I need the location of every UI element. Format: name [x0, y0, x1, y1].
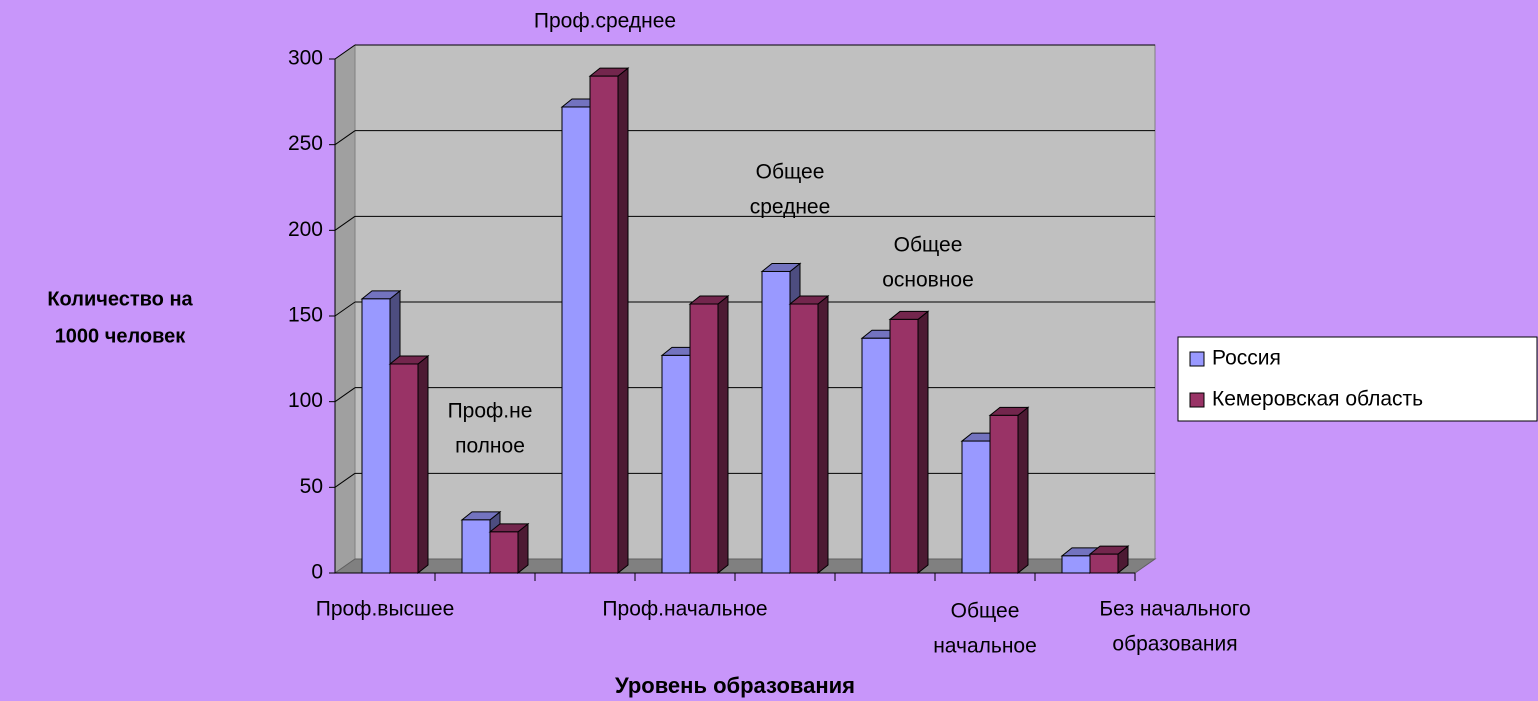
- bar-front: [1061, 555, 1091, 574]
- bar-front: [389, 363, 419, 574]
- y-tick-label: 200: [288, 218, 323, 241]
- category-label: среднее: [750, 196, 831, 219]
- category-label: Без начального: [1099, 598, 1250, 621]
- legend-swatch: [1189, 351, 1205, 367]
- category-label: Общее: [894, 234, 963, 257]
- grid-line: [334, 44, 356, 60]
- category-label: Общее: [951, 600, 1020, 623]
- bar: [1088, 545, 1130, 575]
- bar-front: [689, 303, 719, 574]
- bar-front: [661, 354, 691, 574]
- y-tick-label: 150: [288, 304, 323, 327]
- bar-front: [461, 519, 491, 574]
- category-label: основное: [882, 269, 974, 292]
- bar-front: [889, 318, 919, 574]
- grid-line: [334, 472, 356, 488]
- category-label: Общее: [756, 161, 825, 184]
- bar-front: [961, 440, 991, 574]
- bar-front: [489, 531, 519, 574]
- category-label: образования: [1112, 633, 1237, 656]
- legend-label: Кемеровская область: [1212, 388, 1423, 411]
- y-axis-label: 1000 человек: [55, 325, 187, 347]
- floor: [333, 558, 1157, 574]
- bar-front: [761, 270, 791, 574]
- y-tick-label: 100: [288, 389, 323, 412]
- grid-line: [334, 301, 356, 317]
- category-label: Проф.среднее: [534, 10, 676, 33]
- bar-front: [989, 414, 1019, 574]
- y-tick-label: 300: [288, 47, 323, 70]
- bar-front: [789, 303, 819, 574]
- bar: [388, 354, 430, 575]
- bar-side: [417, 354, 429, 575]
- bar-front: [861, 337, 891, 574]
- y-tick-label: 250: [288, 132, 323, 155]
- bar-side: [717, 294, 729, 575]
- bar-front: [589, 75, 619, 574]
- y-tick-label: 50: [300, 475, 323, 498]
- grid-line: [334, 387, 356, 403]
- bar-side: [917, 310, 929, 575]
- grid-line: [334, 215, 356, 231]
- legend-label: Россия: [1212, 347, 1281, 370]
- bar-side: [1017, 406, 1029, 575]
- legend-box: [1177, 336, 1538, 422]
- bar-front: [1089, 553, 1119, 574]
- y-tick-label: 0: [311, 561, 323, 584]
- bar: [488, 522, 530, 575]
- category-label: начальное: [933, 635, 1037, 658]
- category-label: Проф.высшее: [316, 598, 455, 621]
- bar-side: [817, 294, 829, 575]
- grid-line: [334, 130, 356, 146]
- y-axis-label: Количество на: [47, 288, 193, 310]
- legend-swatch: [1189, 392, 1205, 408]
- bar: [988, 406, 1030, 575]
- bar: [788, 294, 830, 575]
- bar: [688, 294, 730, 575]
- bar: [888, 310, 930, 575]
- category-label: полное: [455, 435, 525, 458]
- category-label: Проф.начальное: [602, 598, 767, 621]
- bar: [588, 67, 630, 575]
- bar-front: [561, 106, 591, 574]
- bar-side: [617, 67, 629, 575]
- category-label: Проф.не: [448, 400, 533, 423]
- x-axis-label: Уровень образования: [615, 673, 855, 698]
- bar-front: [361, 298, 391, 574]
